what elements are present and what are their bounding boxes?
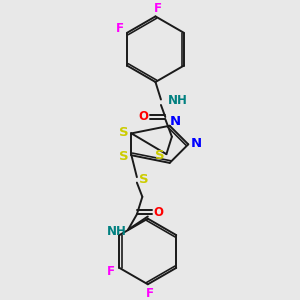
Text: N: N: [169, 115, 181, 128]
Text: F: F: [154, 2, 162, 15]
Text: F: F: [146, 286, 154, 299]
Text: N: N: [190, 137, 202, 150]
Text: F: F: [116, 22, 123, 35]
Text: S: S: [119, 150, 129, 163]
Text: O: O: [138, 110, 148, 124]
Text: NH: NH: [167, 94, 188, 107]
Text: O: O: [154, 206, 164, 219]
Text: S: S: [119, 126, 129, 139]
Text: S: S: [139, 173, 148, 186]
Text: F: F: [107, 265, 115, 278]
Text: NH: NH: [107, 225, 127, 238]
Text: S: S: [155, 149, 165, 162]
